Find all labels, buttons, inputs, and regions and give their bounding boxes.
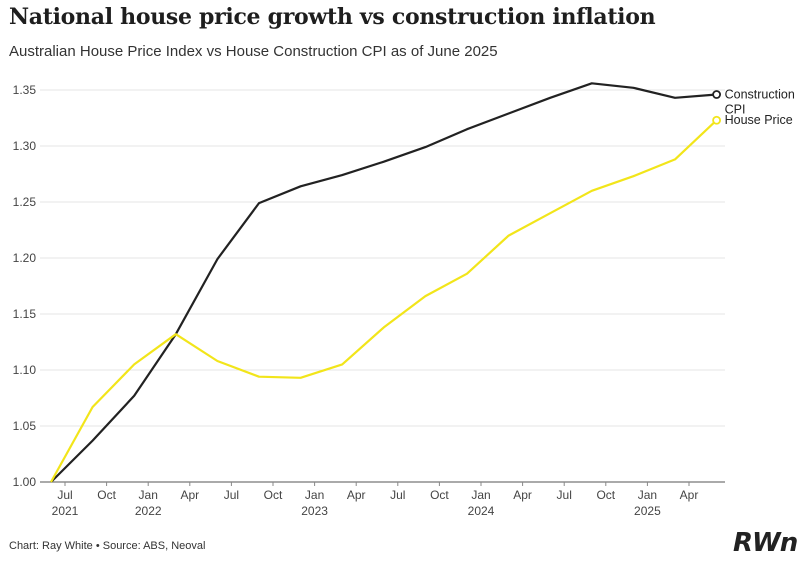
x-tick-label-14: Jan	[638, 488, 657, 502]
chart-subtitle: Australian House Price Index vs House Co…	[9, 43, 498, 60]
y-tick-label-5: 1.25	[13, 195, 37, 209]
series-label-1-0: House Price	[725, 113, 793, 127]
footer-separator: •	[95, 540, 100, 552]
rw-logo: RWn	[733, 528, 798, 558]
x-tick-label-2: Jan	[139, 488, 158, 502]
y-tick-label-4: 1.20	[13, 251, 37, 265]
x-tick-year-2: 2022	[135, 504, 162, 518]
chart-credit: Chart: Ray White	[9, 540, 93, 552]
x-tick-label-13: Oct	[596, 488, 615, 502]
chart-source: Source: ABS, Neoval	[102, 540, 206, 552]
x-tick-year-10: 2024	[468, 504, 495, 518]
x-tick-label-9: Oct	[430, 488, 449, 502]
series-line-0	[50, 82, 717, 483]
x-tick-year-14: 2025	[634, 504, 661, 518]
x-tick-label-5: Oct	[264, 488, 283, 502]
series-label-0-1: CPI	[725, 102, 746, 116]
x-tick-label-15: Apr	[680, 488, 699, 502]
y-tick-label-0: 1.00	[13, 475, 37, 489]
x-tick-label-3: Apr	[180, 488, 199, 502]
series-end-marker-0	[712, 90, 721, 99]
y-tick-label-1: 1.05	[13, 419, 37, 433]
x-tick-label-1: Oct	[97, 488, 116, 502]
y-tick-label-2: 1.10	[13, 363, 37, 377]
chart-title: National house price growth vs construct…	[9, 4, 656, 30]
y-tick-label-7: 1.35	[13, 83, 37, 97]
x-tick-label-12: Jul	[557, 488, 572, 502]
series-label-0-0: Construction	[725, 87, 795, 101]
series-line-1	[50, 119, 718, 483]
x-tick-label-8: Jul	[390, 488, 405, 502]
x-tick-year-0: 2021	[52, 504, 79, 518]
y-tick-label-3: 1.15	[13, 307, 37, 321]
x-tick-label-4: Jul	[224, 488, 239, 502]
x-tick-label-7: Apr	[347, 488, 366, 502]
chart-footer: Chart: Ray White • Source: ABS, Neoval	[9, 540, 205, 552]
x-tick-label-10: Jan	[471, 488, 490, 502]
series-end-marker-1	[712, 115, 721, 125]
x-tick-label-0: Jul	[57, 488, 72, 502]
x-tick-label-6: Jan	[305, 488, 324, 502]
x-tick-label-11: Apr	[513, 488, 532, 502]
x-tick-year-6: 2023	[301, 504, 328, 518]
y-tick-label-6: 1.30	[13, 139, 37, 153]
